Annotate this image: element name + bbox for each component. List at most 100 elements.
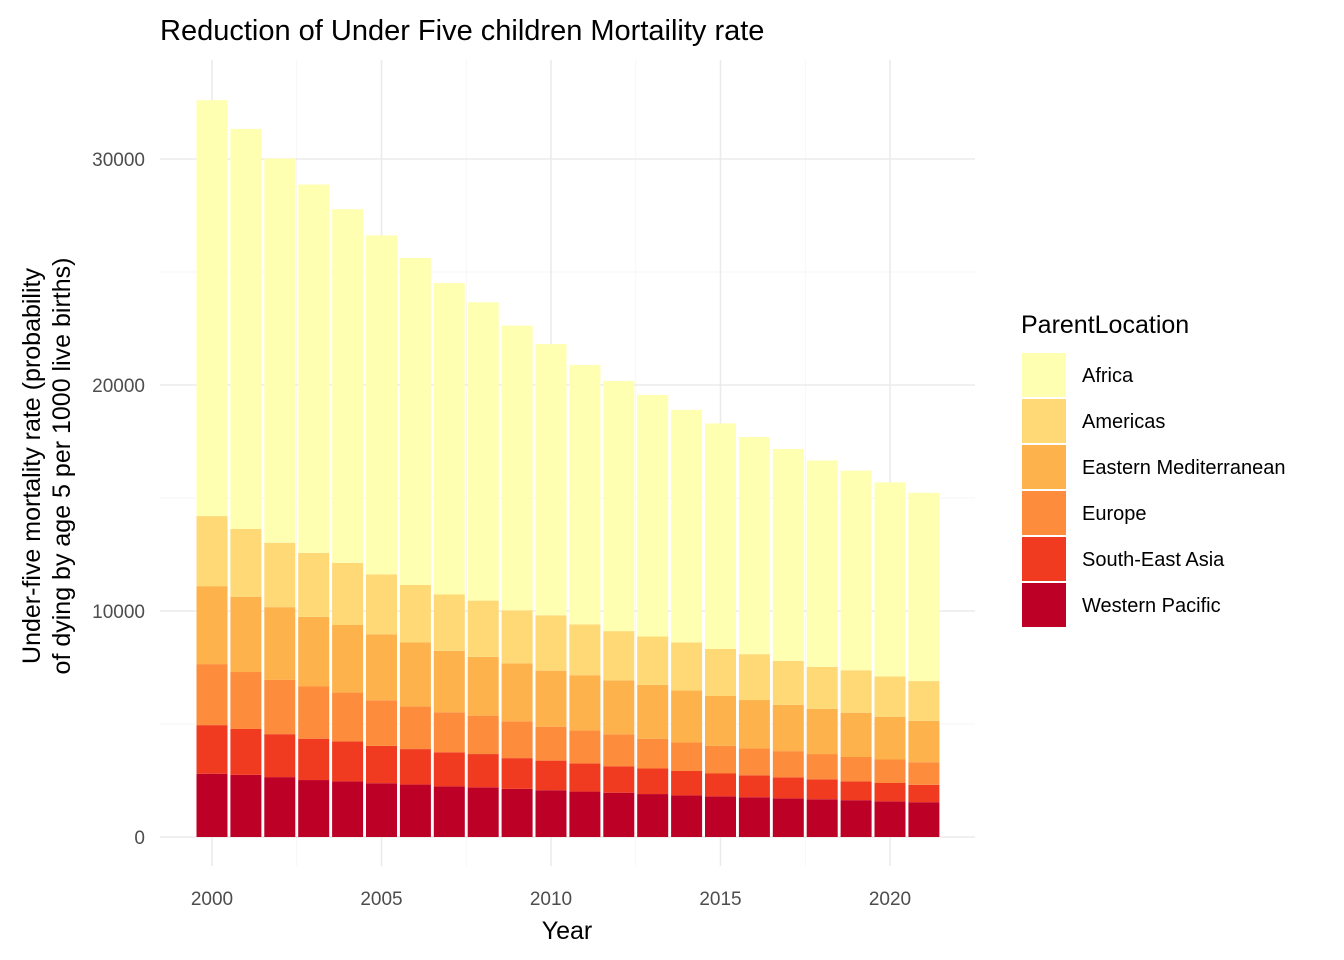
bar-segment xyxy=(399,257,431,586)
y-tick-label: 10000 xyxy=(92,602,145,623)
y-axis-title: Under-five mortality rate (probabilityof… xyxy=(18,258,76,675)
bar-segment xyxy=(705,773,736,797)
bar-segment xyxy=(467,302,499,601)
bar-segment xyxy=(705,695,736,746)
bar-segment xyxy=(806,799,838,837)
bar-segment xyxy=(772,660,804,705)
bar-segment xyxy=(332,625,364,693)
bar-segment xyxy=(399,585,431,643)
bar-segment xyxy=(874,801,906,837)
bar-segment xyxy=(298,552,330,617)
bar-segment xyxy=(874,676,906,717)
bar-segment xyxy=(535,615,567,671)
bar-segment xyxy=(501,721,533,759)
bar-segment xyxy=(738,654,770,701)
bar-segment xyxy=(806,754,838,780)
bar-segment xyxy=(569,791,601,837)
bar-segment xyxy=(772,798,804,837)
bar-segment xyxy=(230,774,262,837)
bar-segment xyxy=(908,762,940,785)
bar-segment xyxy=(433,786,465,837)
bar-segment xyxy=(467,754,499,788)
bar-segment xyxy=(569,624,601,676)
legend-swatch xyxy=(1022,353,1066,397)
bar-segment xyxy=(772,777,804,799)
bar-segment xyxy=(467,715,499,755)
bar-segment xyxy=(840,712,872,757)
bar-segment xyxy=(196,773,228,837)
bar-segment xyxy=(230,128,262,529)
bar-segment xyxy=(230,596,262,673)
bar-segment xyxy=(738,775,770,798)
bar-segment xyxy=(569,675,601,731)
bar-segment xyxy=(433,283,465,595)
bar-segment xyxy=(671,795,703,837)
legend-swatch xyxy=(1022,537,1066,581)
bar-segment xyxy=(772,751,804,778)
bar-segment xyxy=(908,492,940,682)
x-axis-title: Year xyxy=(542,917,593,945)
bars xyxy=(196,100,940,837)
bar-segment xyxy=(332,692,364,742)
bar-segment xyxy=(840,670,872,713)
bar-segment xyxy=(637,768,669,795)
bar-segment xyxy=(467,656,499,716)
bar-segment xyxy=(535,670,567,727)
bar-segment xyxy=(264,607,296,680)
x-axis-ticks: 2000 2005 2010 2015 2020 xyxy=(191,889,911,910)
chart-title: Reduction of Under Five children Mortail… xyxy=(160,15,764,47)
x-tick-label: 2010 xyxy=(530,889,572,910)
bar-segment xyxy=(332,562,364,626)
legend-label: Western Pacific xyxy=(1082,595,1221,617)
x-tick-label: 2000 xyxy=(191,889,233,910)
bar-segment xyxy=(840,781,872,801)
bar-segment xyxy=(637,636,669,685)
bar-segment xyxy=(264,542,296,608)
bar-segment xyxy=(840,800,872,837)
bar-segment xyxy=(569,730,601,764)
bar-segment xyxy=(637,684,669,739)
bar-segment xyxy=(671,409,703,643)
bar-segment xyxy=(738,436,770,655)
legend-label: Eastern Mediterranean xyxy=(1082,457,1285,479)
bar-segment xyxy=(298,184,330,553)
bar-segment xyxy=(637,794,669,837)
bar-segment xyxy=(874,716,906,760)
bar-segment xyxy=(603,766,635,793)
bar-segment xyxy=(535,344,567,616)
bar-segment xyxy=(806,460,838,667)
bar-segment xyxy=(603,792,635,837)
y-axis-ticks: 0 10000 20000 30000 xyxy=(92,150,145,849)
bar-segment xyxy=(705,796,736,837)
bar-segment xyxy=(671,690,703,743)
bar-segment xyxy=(467,600,499,657)
bar-segment xyxy=(501,610,533,664)
bar-segment xyxy=(196,586,228,665)
bar-segment xyxy=(298,616,330,687)
bar-segment xyxy=(603,680,635,735)
bar-segment xyxy=(399,706,431,750)
bar-segment xyxy=(264,777,296,837)
bar-segment xyxy=(908,720,940,763)
legend-title: ParentLocation xyxy=(1021,311,1189,339)
bar-segment xyxy=(671,742,703,772)
bar-segment xyxy=(433,594,465,651)
bar-segment xyxy=(535,760,567,791)
bar-segment xyxy=(840,756,872,782)
y-axis-title-line: Under-five mortality rate (probability xyxy=(18,268,46,664)
legend-label: Americas xyxy=(1082,411,1165,433)
bar-segment xyxy=(738,797,770,837)
bar-segment xyxy=(366,634,397,701)
x-tick-label: 2015 xyxy=(699,889,741,910)
bar-segment xyxy=(467,787,499,837)
bar-segment xyxy=(705,745,736,774)
bar-segment xyxy=(366,574,397,635)
bar-segment xyxy=(908,802,940,837)
bar-segment xyxy=(399,784,431,837)
bar-segment xyxy=(264,158,296,543)
bar-segment xyxy=(196,664,228,726)
bar-segment xyxy=(908,784,940,803)
legend-swatch xyxy=(1022,583,1066,627)
bar-segment xyxy=(603,734,635,767)
